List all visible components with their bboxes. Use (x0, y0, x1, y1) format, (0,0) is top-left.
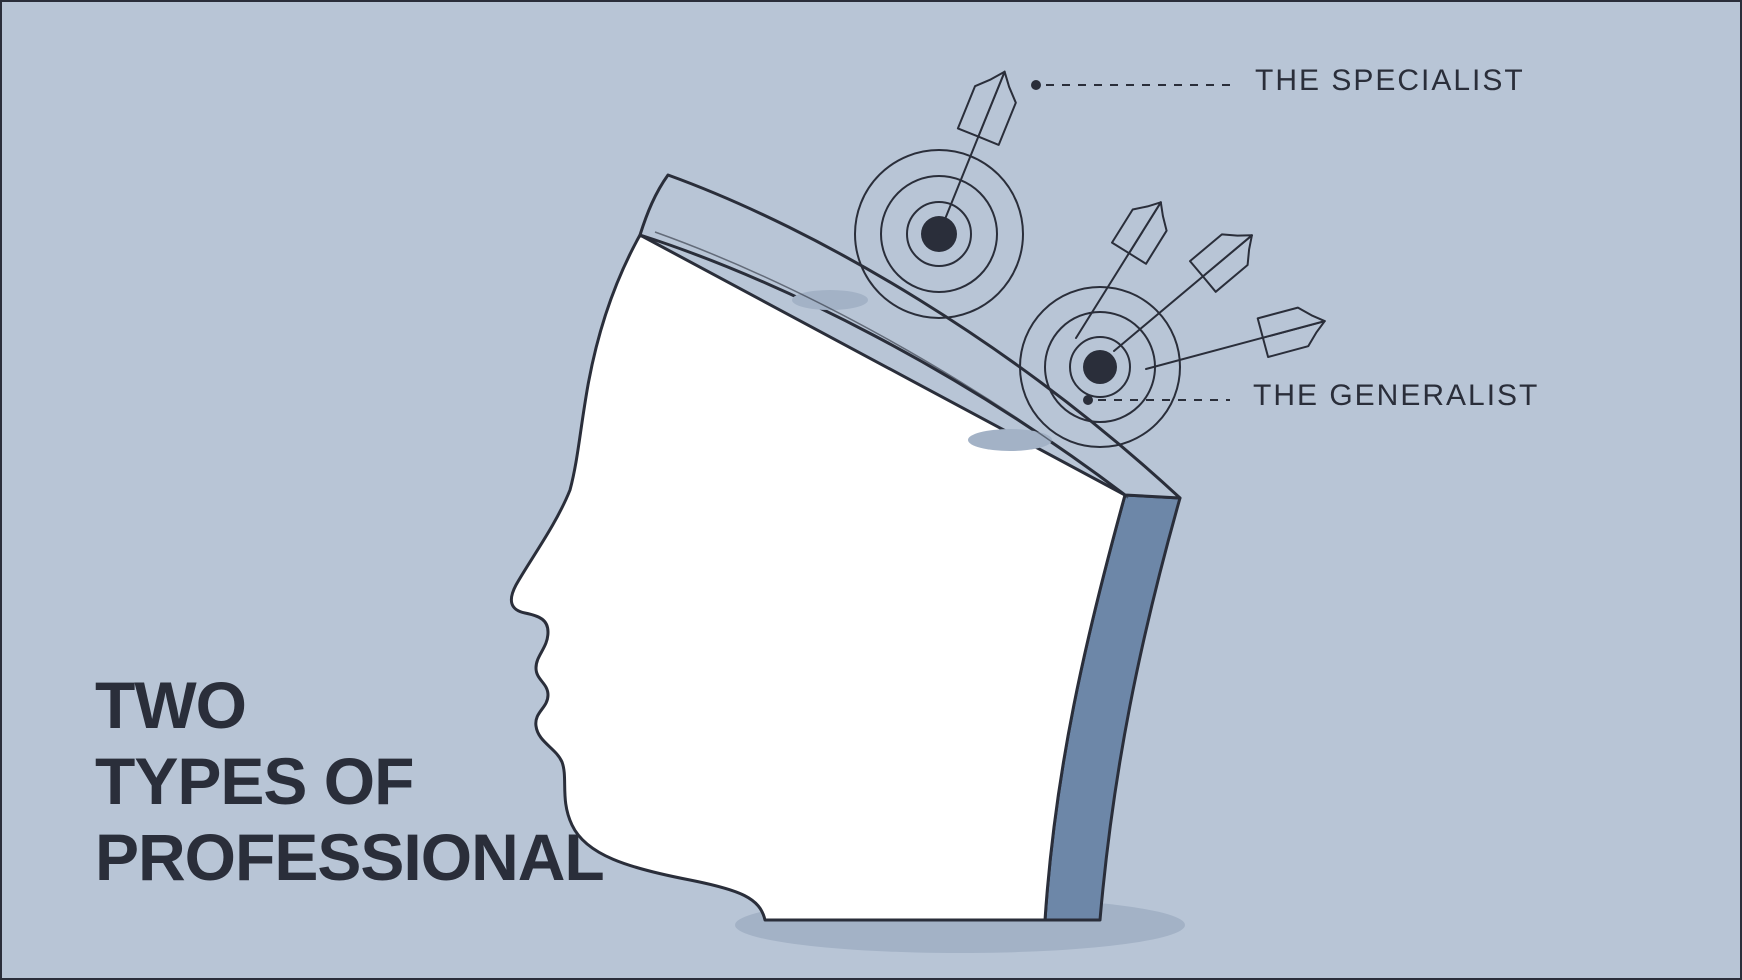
title-line-3: PROFESSIONAL (95, 820, 604, 896)
title-line-2: TYPES OF (95, 744, 604, 820)
title-line-1: TWO (95, 668, 604, 744)
infographic-canvas: TWO TYPES OF PROFESSIONAL THE SPECIALIST… (0, 0, 1742, 980)
specialist-label: THE SPECIALIST (1255, 64, 1525, 98)
generalist-label: THE GENERALIST (1253, 379, 1539, 413)
main-title: TWO TYPES OF PROFESSIONAL (95, 668, 604, 896)
